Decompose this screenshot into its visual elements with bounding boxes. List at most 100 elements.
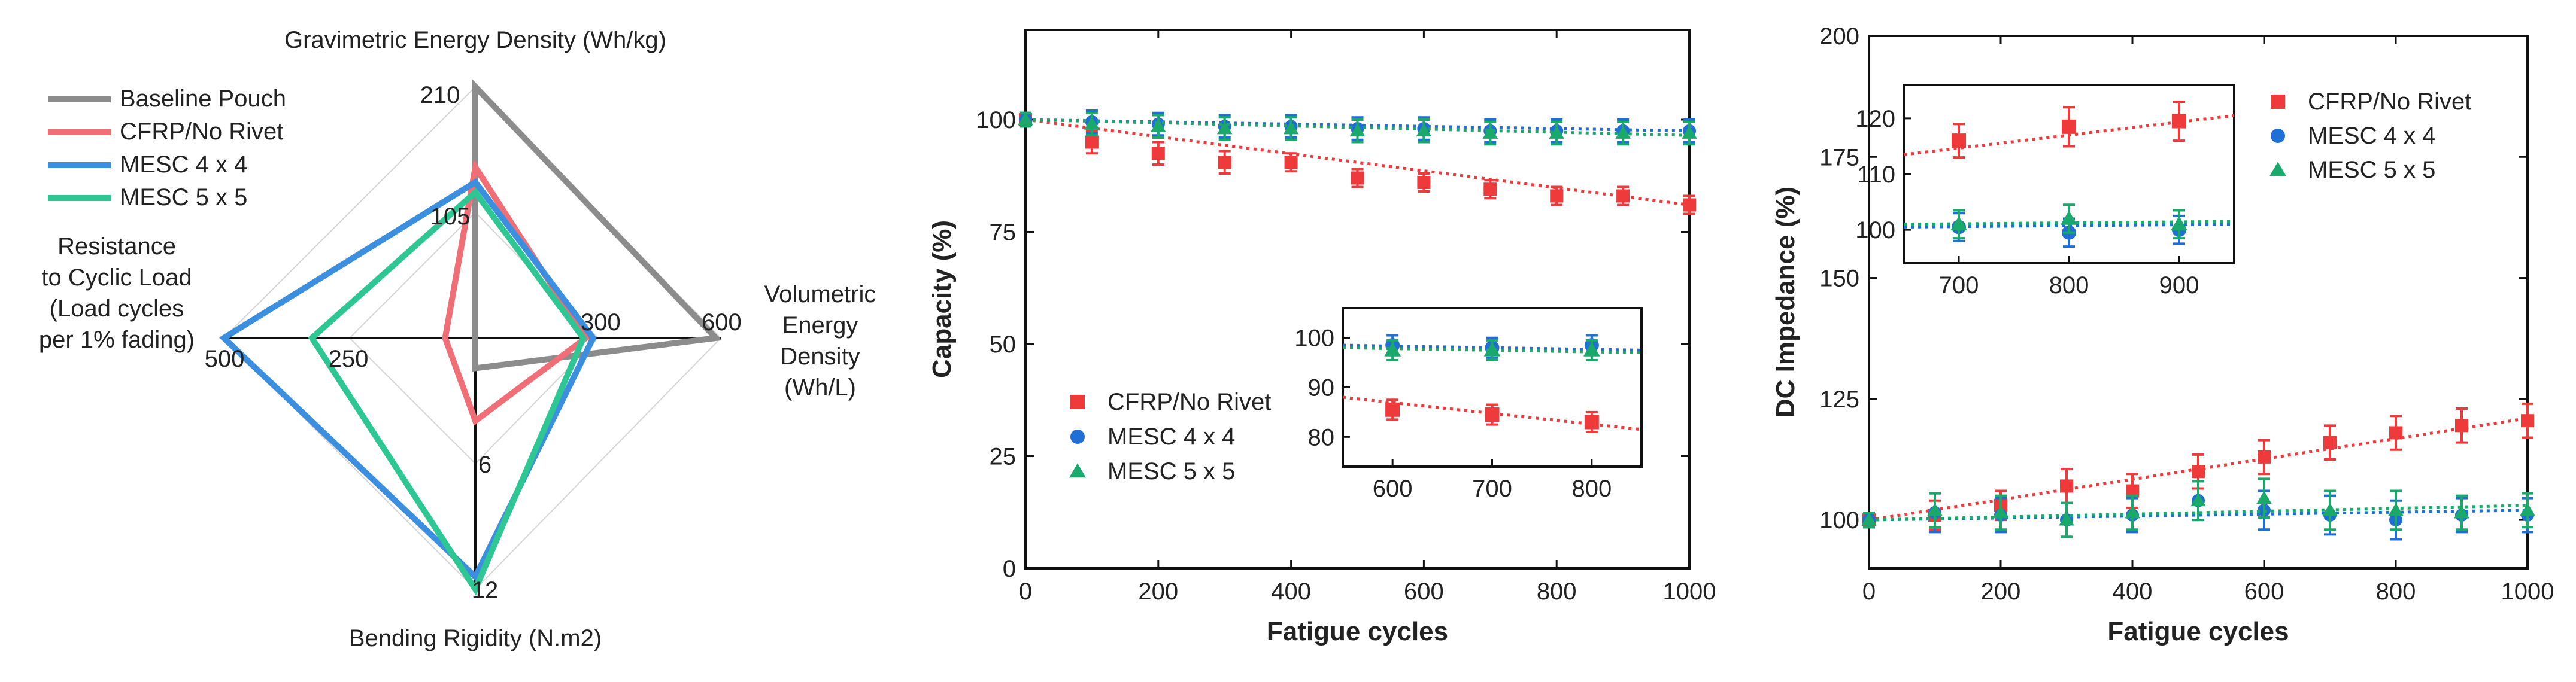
data-point [1549, 125, 1564, 139]
data-point [1861, 512, 1877, 526]
data-point [2520, 503, 2535, 516]
radar-tick-label: 500 [205, 346, 245, 372]
inset-frame [1342, 307, 1643, 468]
data-point [2190, 493, 2206, 507]
legend-marker [2269, 162, 2286, 176]
inset-data-point [2062, 119, 2076, 134]
data-point [2389, 426, 2402, 440]
legend-label: MESC 5 x 5 [1108, 458, 1235, 485]
legend-marker [2271, 95, 2285, 109]
y-axis-title: Capacity (%) [927, 220, 957, 378]
radar-legend-label: MESC 4 x 4 [120, 151, 247, 178]
data-point [2388, 503, 2404, 516]
data-point [2126, 484, 2139, 498]
legend-marker [1069, 463, 1086, 478]
inset-data-point [1583, 342, 1600, 357]
inset-data-point [1385, 402, 1400, 417]
x-tick-label: 800 [1537, 579, 1577, 605]
radar-axis-title: (Load cycles [50, 296, 184, 322]
radar-chart: 105 210 300 600 6 12 250 500 Gravimetric Energy … [39, 27, 876, 651]
radar-legend-label: MESC 5 x 5 [120, 184, 247, 211]
plot-frame [1868, 35, 2529, 570]
data-point [1151, 147, 1165, 160]
radar-series-polygon [308, 188, 587, 596]
y-axis-title: DC Impedance (%) [1771, 187, 1800, 418]
data-point [1284, 156, 1298, 169]
y-tick-label: 150 [1819, 266, 1859, 292]
inset-y-tick-label: 80 [1308, 424, 1335, 450]
radar-tick-label: 300 [581, 309, 621, 336]
data-point [1927, 503, 1943, 516]
radar-series-polygon [219, 178, 597, 582]
radar-axis-title: to Cyclic Load [41, 264, 192, 291]
radar-axis-title: Resistance [57, 233, 176, 260]
y-tick-label: 75 [990, 220, 1017, 246]
radar-tick-label: 12 [472, 577, 499, 604]
radar-axis-title: per 1% fading) [39, 327, 195, 353]
radar-series-polygon [472, 79, 723, 372]
inset-y-tick-label: 90 [1308, 375, 1335, 401]
y-tick-label: 200 [1819, 23, 1859, 50]
impedance-chart: 0 200 400 600 800 1000 100 125 150 175 200 Fatigue … [1771, 23, 2554, 646]
legend-label: CFRP/No Rivet [1108, 389, 1271, 415]
data-point [2059, 512, 2074, 526]
x-tick-label: 600 [1404, 579, 1444, 605]
radar-legend-label: CFRP/No Rivet [120, 118, 283, 145]
radar-tick-label: 105 [430, 203, 471, 230]
y-tick-label: 0 [1003, 556, 1016, 582]
inset-y-tick-label: 120 [1855, 106, 1895, 132]
data-point [1682, 125, 1697, 139]
data-point [1550, 189, 1564, 203]
data-point [1218, 156, 1231, 169]
data-point [1683, 198, 1696, 212]
legend-marker [1070, 430, 1085, 444]
inset-data-point [1384, 342, 1401, 357]
inset-y-tick-label: 100 [1294, 325, 1334, 352]
data-point [1018, 112, 1033, 126]
data-point [1216, 121, 1233, 135]
radar-legend-label: Baseline Pouch [120, 86, 286, 112]
data-point [1615, 125, 1631, 139]
y-tick-label: 100 [1819, 507, 1859, 534]
data-point [2323, 436, 2337, 449]
x-axis-title: Fatigue cycles [1267, 617, 1448, 646]
data-point [1351, 171, 1364, 185]
legend-label: MESC 4 x 4 [1108, 424, 1235, 450]
inset-y-tick-label: 100 [1855, 217, 1895, 243]
data-point [1084, 116, 1100, 130]
inset-data-point [1584, 415, 1599, 430]
inset-x-tick-label: 800 [2049, 272, 2089, 299]
x-tick-label: 600 [2244, 579, 2284, 605]
inset-data-point [1950, 216, 1967, 231]
data-point [1482, 125, 1498, 139]
data-point [1616, 189, 1630, 203]
data-point [1349, 123, 1366, 137]
legend-marker [2271, 129, 2285, 143]
radar-axis-title: Gravimetric Energy Density (Wh/kg) [284, 27, 666, 53]
inset-x-tick-label: 700 [1939, 272, 1979, 299]
data-point [2454, 505, 2469, 519]
data-point [2521, 414, 2534, 428]
data-point [2060, 479, 2073, 493]
inset-data-point [1485, 407, 1500, 422]
radar-tick-label: 250 [329, 346, 369, 372]
inset-x-tick-label: 700 [1472, 476, 1512, 502]
y-tick-label: 50 [990, 331, 1017, 358]
data-point [2322, 503, 2338, 516]
data-point [1151, 118, 1166, 132]
radar-axis-title: Volumetric [764, 281, 876, 307]
radar-axis-title: Bending Rigidity (N.m2) [349, 625, 602, 651]
radar-axis-title: Density [780, 343, 860, 370]
legend-label: MESC 4 x 4 [2308, 123, 2435, 149]
inset-data-point [2061, 210, 2077, 225]
trend-line [1868, 504, 2528, 522]
x-tick-label: 200 [1138, 579, 1178, 605]
data-point [1483, 182, 1497, 196]
legend-label: CFRP/No Rivet [2308, 89, 2471, 115]
data-point [1085, 135, 1099, 149]
radar-axis-title: (Wh/L) [784, 375, 856, 401]
data-point [2258, 450, 2271, 464]
radar-tick-label: 210 [420, 82, 460, 108]
x-tick-label: 800 [2376, 579, 2416, 605]
